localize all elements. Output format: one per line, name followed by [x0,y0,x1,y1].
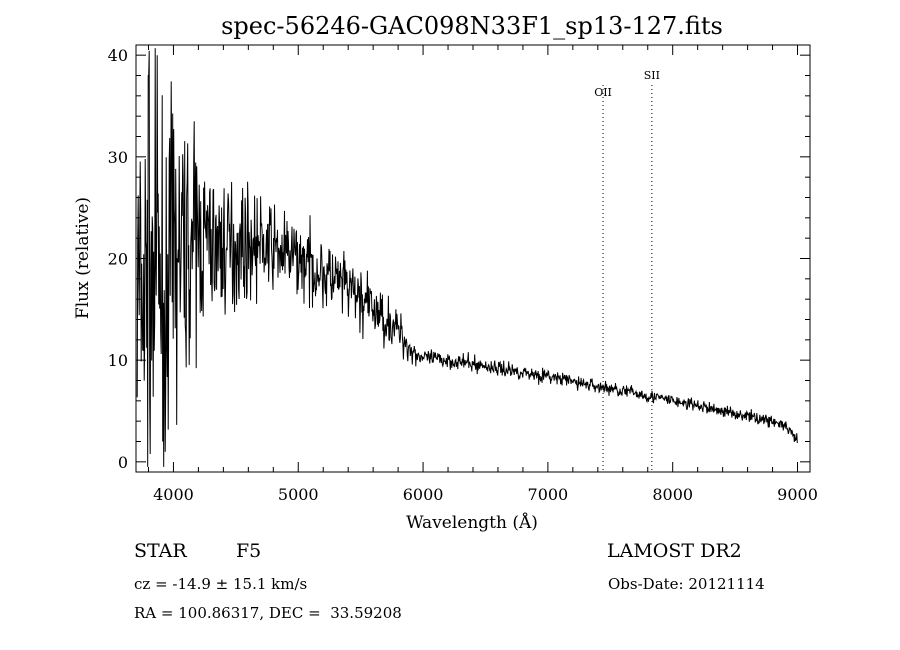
chart-axes: 4000 5000 6000 7000 8000 9000 0 10 20 30 40 [108,44,818,504]
y-tick-label: 30 [108,148,128,167]
y-tick-label: 10 [108,351,128,370]
chart-title: spec-56246-GAC098N33F1_sp13-127.fits [221,12,723,40]
spectrum-series-line [136,48,798,467]
observation-date: Obs-Date: 20121114 [608,575,765,593]
object-subclass: F5 [236,540,262,562]
y-tick-label: 20 [108,250,128,269]
y-axis-label: Flux (relative) [73,197,93,319]
x-tick-label: 8000 [652,485,693,504]
y-tick-label: 0 [118,453,128,472]
line-label-sii: SII [644,69,660,82]
y-tick-label: 40 [108,46,128,65]
line-label-oii: OII [594,86,612,99]
x-tick-label: 6000 [403,485,444,504]
x-tick-label: 9000 [777,485,818,504]
x-tick-label: 7000 [528,485,569,504]
x-axis-label: Wavelength (Å) [406,512,538,533]
coordinates: RA = 100.86317, DEC = 33.59208 [134,604,402,622]
x-tick-label: 4000 [153,485,194,504]
redshift-velocity: cz = -14.9 ± 15.1 km/s [134,575,308,593]
object-class: STAR [134,540,187,562]
survey-name: LAMOST DR2 [607,540,742,562]
x-tick-label: 5000 [278,485,319,504]
emission-line-markers: OII SII [594,69,660,472]
